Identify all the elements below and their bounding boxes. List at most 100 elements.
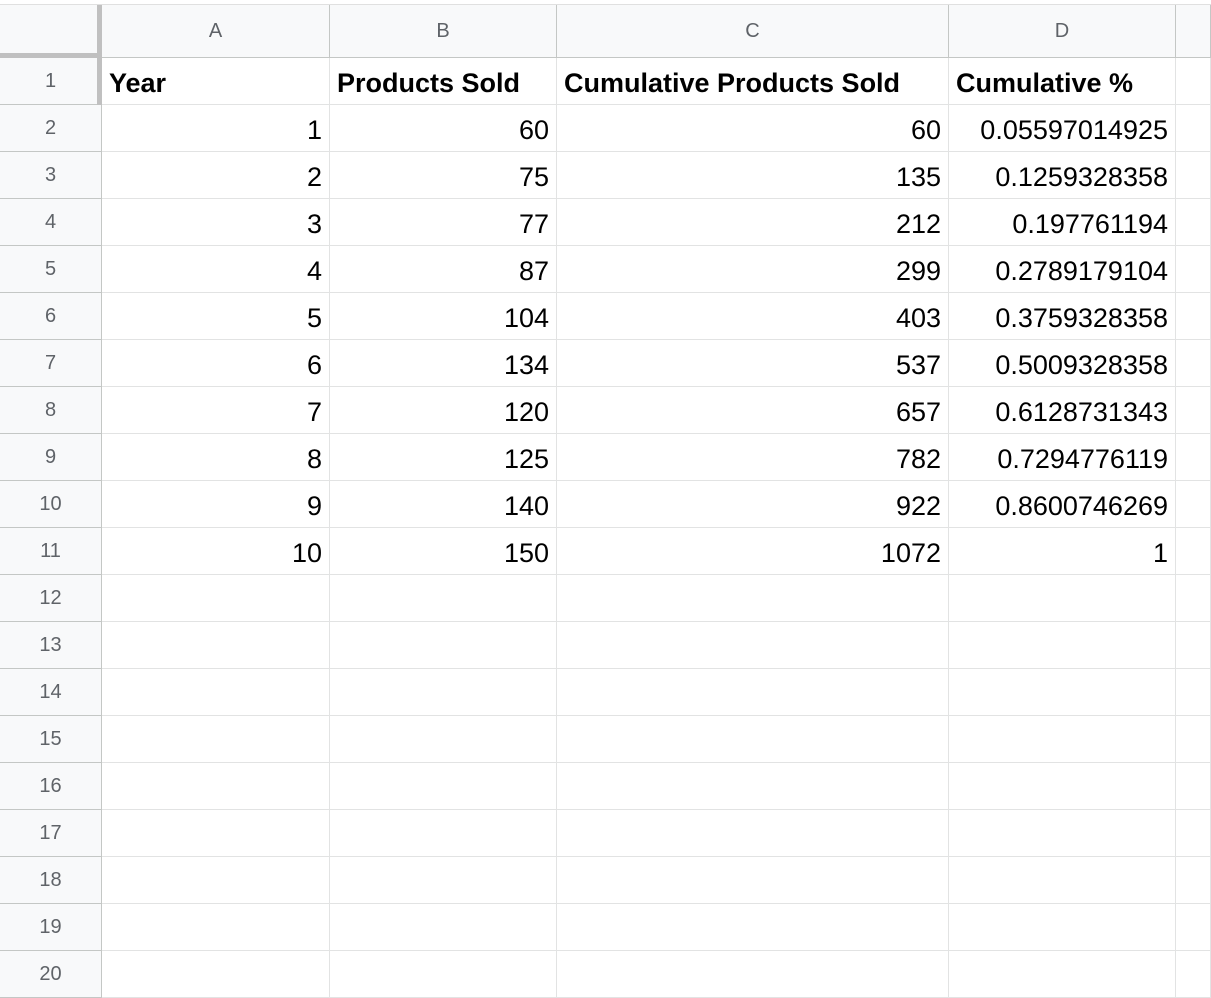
column-header[interactable]: D [949, 5, 1176, 58]
row-header[interactable]: 11 [0, 528, 102, 575]
cell[interactable]: 537 [557, 340, 949, 387]
cell[interactable] [1176, 387, 1211, 434]
cell[interactable] [102, 904, 330, 951]
row-header[interactable]: 18 [0, 857, 102, 904]
cell[interactable]: 150 [330, 528, 557, 575]
row-header[interactable]: 16 [0, 763, 102, 810]
row-header[interactable]: 19 [0, 904, 102, 951]
cell[interactable]: 8 [102, 434, 330, 481]
cell[interactable] [557, 763, 949, 810]
cell[interactable]: 0.1259328358 [949, 152, 1176, 199]
cell[interactable]: 657 [557, 387, 949, 434]
cell[interactable]: 140 [330, 481, 557, 528]
cell[interactable] [330, 904, 557, 951]
cell[interactable] [949, 622, 1176, 669]
cell[interactable]: 87 [330, 246, 557, 293]
cell[interactable] [102, 669, 330, 716]
cell[interactable]: 782 [557, 434, 949, 481]
cell[interactable] [557, 951, 949, 998]
row-header[interactable]: 12 [0, 575, 102, 622]
cell[interactable] [330, 857, 557, 904]
cell[interactable] [1176, 199, 1211, 246]
cell[interactable]: 922 [557, 481, 949, 528]
row-header[interactable]: 15 [0, 716, 102, 763]
cell[interactable]: 0.3759328358 [949, 293, 1176, 340]
cell[interactable] [1176, 669, 1211, 716]
cell[interactable] [1176, 763, 1211, 810]
cell[interactable] [1176, 622, 1211, 669]
row-header[interactable]: 17 [0, 810, 102, 857]
cell[interactable] [1176, 528, 1211, 575]
cell[interactable] [330, 810, 557, 857]
cell[interactable]: 403 [557, 293, 949, 340]
cell[interactable]: 1072 [557, 528, 949, 575]
cell[interactable] [1176, 810, 1211, 857]
row-header[interactable]: 5 [0, 246, 102, 293]
cell[interactable] [1176, 575, 1211, 622]
cell[interactable] [330, 763, 557, 810]
column-header[interactable]: C [557, 5, 949, 58]
column-header[interactable]: A [102, 5, 330, 58]
cell[interactable]: 0.7294776119 [949, 434, 1176, 481]
cell[interactable] [1176, 857, 1211, 904]
cell[interactable] [1176, 904, 1211, 951]
cell[interactable]: 212 [557, 199, 949, 246]
cell[interactable]: Products Sold [330, 58, 557, 105]
cell[interactable] [102, 763, 330, 810]
cell[interactable] [330, 669, 557, 716]
cell[interactable] [949, 857, 1176, 904]
row-header[interactable]: 13 [0, 622, 102, 669]
cell[interactable] [102, 951, 330, 998]
cell[interactable]: 10 [102, 528, 330, 575]
cell[interactable]: Cumulative % [949, 58, 1176, 105]
cell[interactable] [102, 622, 330, 669]
cell[interactable]: 0.197761194 [949, 199, 1176, 246]
cell[interactable]: 0.5009328358 [949, 340, 1176, 387]
cell[interactable]: 135 [557, 152, 949, 199]
cell[interactable]: 4 [102, 246, 330, 293]
row-header[interactable]: 8 [0, 387, 102, 434]
cell[interactable] [1176, 481, 1211, 528]
cell[interactable] [949, 575, 1176, 622]
cell[interactable]: 1 [102, 105, 330, 152]
cell[interactable]: 3 [102, 199, 330, 246]
cell[interactable] [557, 904, 949, 951]
cell[interactable] [330, 716, 557, 763]
cell[interactable] [102, 575, 330, 622]
row-header[interactable]: 9 [0, 434, 102, 481]
cell[interactable]: 60 [557, 105, 949, 152]
cell[interactable]: 7 [102, 387, 330, 434]
cell[interactable] [1176, 246, 1211, 293]
cell[interactable]: 60 [330, 105, 557, 152]
row-header[interactable]: 3 [0, 152, 102, 199]
cell[interactable]: Year [102, 58, 330, 105]
cell[interactable] [102, 810, 330, 857]
cell[interactable]: Cumulative Products Sold [557, 58, 949, 105]
cell[interactable]: 0.05597014925 [949, 105, 1176, 152]
cell[interactable]: 125 [330, 434, 557, 481]
cell[interactable]: 0.6128731343 [949, 387, 1176, 434]
cell[interactable] [557, 810, 949, 857]
cell[interactable] [949, 669, 1176, 716]
cell[interactable]: 1 [949, 528, 1176, 575]
cell[interactable] [1176, 434, 1211, 481]
row-header[interactable]: 7 [0, 340, 102, 387]
cell[interactable] [330, 951, 557, 998]
cell[interactable] [1176, 951, 1211, 998]
cell[interactable] [949, 763, 1176, 810]
row-header[interactable]: 6 [0, 293, 102, 340]
cell[interactable] [949, 951, 1176, 998]
cell[interactable] [330, 575, 557, 622]
cell[interactable] [102, 857, 330, 904]
row-header[interactable]: 4 [0, 199, 102, 246]
cell[interactable] [1176, 716, 1211, 763]
row-header[interactable]: 10 [0, 481, 102, 528]
cell[interactable] [1176, 58, 1211, 105]
cell[interactable]: 75 [330, 152, 557, 199]
cell[interactable]: 299 [557, 246, 949, 293]
column-header[interactable] [1176, 5, 1211, 58]
row-header[interactable]: 20 [0, 951, 102, 998]
cell[interactable]: 6 [102, 340, 330, 387]
cell[interactable]: 2 [102, 152, 330, 199]
cell[interactable]: 77 [330, 199, 557, 246]
